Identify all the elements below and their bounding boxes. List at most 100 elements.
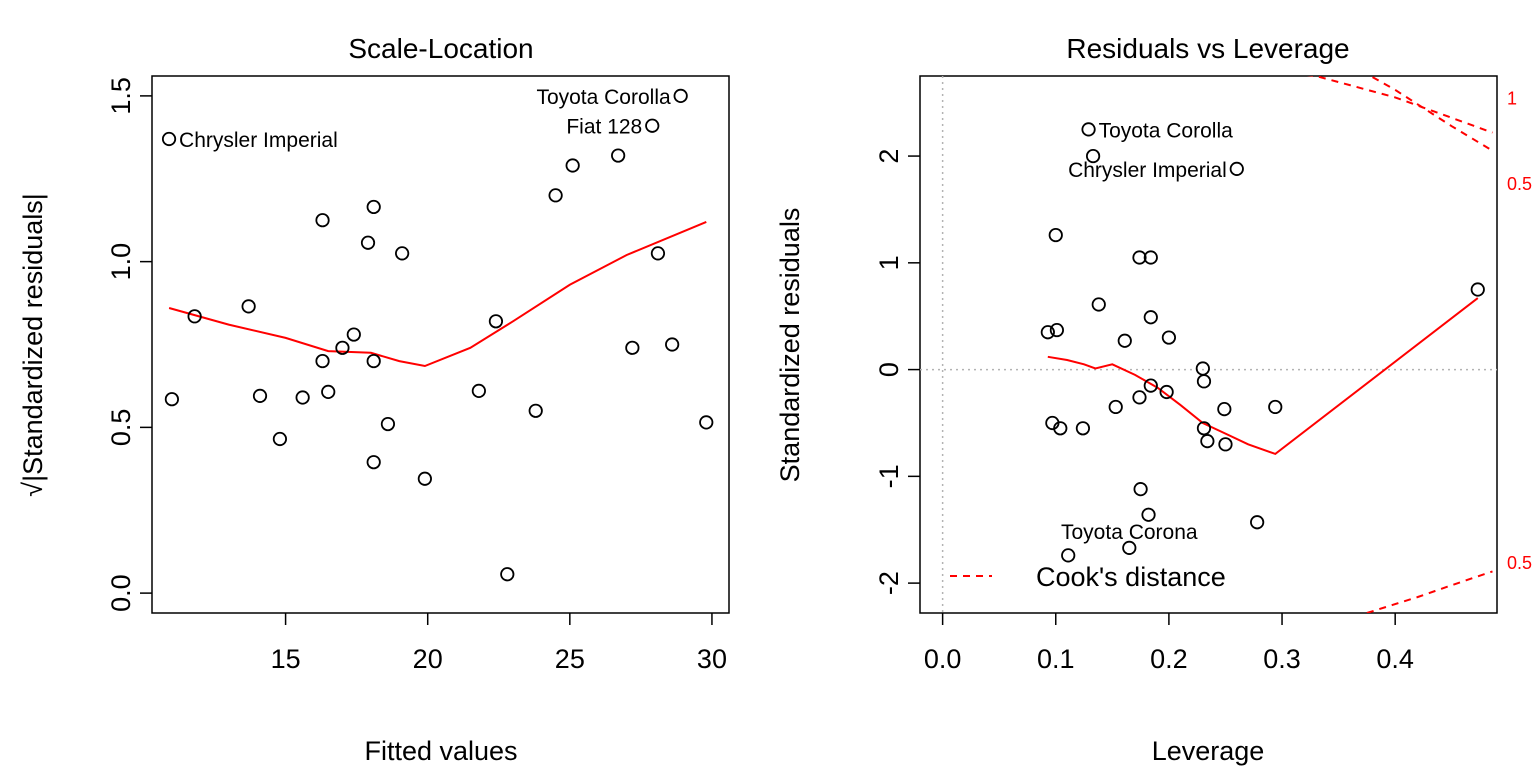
cooks-contour-label: 0.5 [1507, 174, 1532, 194]
data-point [1091, 297, 1106, 312]
y-tick-label: 0.5 [106, 409, 136, 447]
data-point [645, 118, 660, 133]
data-point [315, 353, 330, 369]
point-label: Chrysler Imperial [1068, 159, 1227, 182]
plot-frame [919, 75, 1498, 614]
data-point [1143, 378, 1158, 393]
data-point [1196, 421, 1212, 436]
data-point [1159, 384, 1174, 400]
data-point [1108, 399, 1123, 415]
data-point [1132, 390, 1147, 405]
y-axis-label: √|Standardized residuals| [18, 193, 48, 497]
data-point [488, 314, 504, 329]
data-point [548, 188, 563, 203]
smoothed-trend-line [168, 220, 707, 368]
data-point [252, 388, 268, 403]
data-point [1161, 330, 1177, 345]
point-label: Toyota Corolla [536, 86, 671, 109]
axis-ticks: 0.0 0.1 0.2 0.3 0.4 -2 -1 0 1 2 [874, 149, 1414, 674]
data-point [1132, 250, 1147, 265]
data-point [1268, 399, 1283, 415]
y-tick-label: -2 [874, 571, 904, 595]
data-point [315, 213, 330, 228]
cooks-contour-label: 0.5 [1507, 553, 1532, 573]
x-tick-label: 0.4 [1376, 644, 1414, 674]
x-axis-label: Fitted values [364, 736, 517, 766]
data-point [366, 455, 381, 470]
data-point [335, 340, 350, 355]
y-tick-label: 1.0 [106, 243, 136, 281]
data-point [1081, 122, 1096, 137]
chart-title: Residuals vs Leverage [1066, 33, 1349, 64]
point-label: Toyota Corolla [1099, 119, 1234, 142]
data-point [360, 235, 376, 250]
data-point [164, 392, 179, 407]
data-point [1141, 507, 1156, 522]
x-tick-label: 0.0 [924, 644, 962, 674]
x-tick-label: 0.3 [1263, 644, 1301, 674]
data-point [1133, 482, 1148, 497]
data-point [1195, 361, 1210, 376]
data-point [1196, 374, 1212, 389]
x-tick-label: 15 [271, 644, 301, 674]
data-point [1086, 148, 1101, 164]
data-point [1061, 548, 1076, 563]
y-tick-label: 2 [874, 149, 904, 164]
data-point [366, 199, 381, 215]
data-point [1200, 434, 1215, 449]
data-point [625, 340, 640, 355]
data-point [1049, 322, 1064, 338]
data-point [241, 299, 256, 314]
chart-title: Scale-Location [348, 33, 533, 64]
cooks-contour-label: 1 [1507, 88, 1517, 108]
legend-label: Cook's distance [1036, 562, 1226, 592]
data-point [665, 337, 680, 352]
data-point [1143, 310, 1158, 325]
data-point [1075, 421, 1091, 436]
data-point [346, 327, 361, 342]
data-point [1040, 325, 1055, 340]
point-label: Fiat 128 [566, 116, 642, 139]
legend: Cook's distance [950, 562, 1226, 592]
data-point [699, 415, 714, 430]
data-point [187, 309, 202, 324]
data-point [1048, 227, 1063, 243]
data-point [161, 131, 177, 147]
data-point [1217, 401, 1232, 417]
data-point [1470, 282, 1485, 297]
data-point [417, 471, 432, 486]
y-tick-label: -1 [874, 464, 904, 488]
cooks-distance-contour [1306, 76, 1493, 134]
cooks-distance-contour [1368, 76, 1494, 152]
plot-frame [151, 75, 730, 614]
data-point [272, 431, 288, 447]
data-point [380, 416, 396, 432]
data-point [471, 383, 486, 399]
x-axis-label: Leverage [1152, 736, 1265, 766]
smoothed-trend-line [1047, 297, 1479, 456]
point-label: Chrysler Imperial [179, 129, 338, 152]
x-tick-label: 0.2 [1150, 644, 1188, 674]
data-point [650, 246, 666, 261]
data-point [1053, 421, 1068, 436]
cooks-distance-contour [1366, 570, 1493, 613]
data-point [1122, 540, 1137, 555]
scale-location-panel: Scale-Location Fitted values √|Standardi… [18, 33, 730, 766]
data-point [1250, 515, 1265, 530]
data-point [1117, 333, 1132, 348]
data-point [1229, 161, 1244, 176]
x-tick-label: 25 [555, 644, 585, 674]
x-tick-label: 0.1 [1037, 644, 1075, 674]
y-tick-label: 0 [874, 362, 904, 377]
y-tick-label: 1.5 [106, 77, 136, 115]
data-point [321, 384, 336, 400]
data-point [395, 246, 410, 261]
data-point [528, 403, 543, 418]
point-label: Toyota Corona [1061, 521, 1198, 544]
plot-area: 1 0.5 0.5 Toyota Corolla Chrysler Imperial To… [920, 76, 1532, 613]
x-tick-label: 20 [413, 644, 443, 674]
plot-area: Chrysler Imperial Toyota Corolla Fiat 128 [161, 86, 714, 582]
data-point [500, 567, 515, 582]
x-tick-label: 30 [697, 644, 727, 674]
